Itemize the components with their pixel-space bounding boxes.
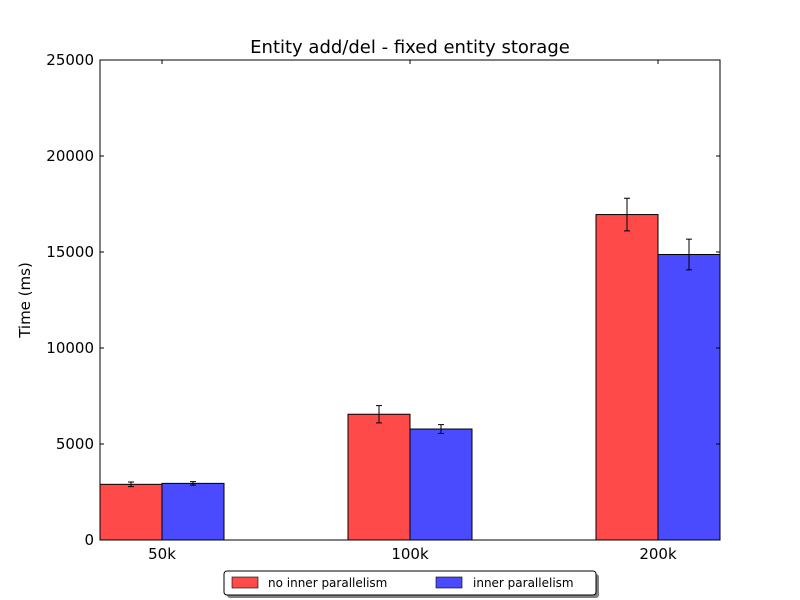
error-bar-100k-series-1 xyxy=(438,424,444,434)
legend: no inner parallelism inner parallelism xyxy=(223,570,599,598)
error-bar-200k-series-1 xyxy=(686,238,692,271)
bar-200k-series-0 xyxy=(595,214,659,541)
bar-200k-series-1 xyxy=(657,253,721,541)
y-tick-label: 0 xyxy=(84,531,94,549)
y-tick-label: 5000 xyxy=(56,435,94,453)
legend-box xyxy=(223,570,597,596)
legend-swatch-series-0 xyxy=(231,576,259,589)
x-tick-label: 50k xyxy=(148,545,176,563)
legend-label-series-1: inner parallelism xyxy=(473,576,574,590)
chart-title: Entity add/del - fixed entity storage xyxy=(250,37,570,58)
y-tick-label: 15000 xyxy=(46,243,94,261)
bar-100k-series-1 xyxy=(409,428,473,541)
y-tick-label: 20000 xyxy=(46,147,94,165)
x-tick-label: 200k xyxy=(639,545,677,563)
y-axis-label: Time (ms) xyxy=(16,262,34,339)
error-bar-100k-series-0 xyxy=(376,405,382,424)
y-tick-label: 10000 xyxy=(46,339,94,357)
error-bar-200k-series-0 xyxy=(624,197,630,232)
x-tick-label: 100k xyxy=(391,545,429,563)
legend-swatch-series-1 xyxy=(435,576,463,589)
bar-50k-series-1 xyxy=(161,482,225,541)
error-bar-50k-series-0 xyxy=(128,481,134,488)
error-bar-50k-series-1 xyxy=(190,481,196,486)
legend-label-series-0: no inner parallelism xyxy=(268,576,387,590)
y-tick-label: 25000 xyxy=(46,51,94,69)
bar-50k-series-0 xyxy=(99,483,163,541)
bar-100k-series-0 xyxy=(347,413,411,541)
